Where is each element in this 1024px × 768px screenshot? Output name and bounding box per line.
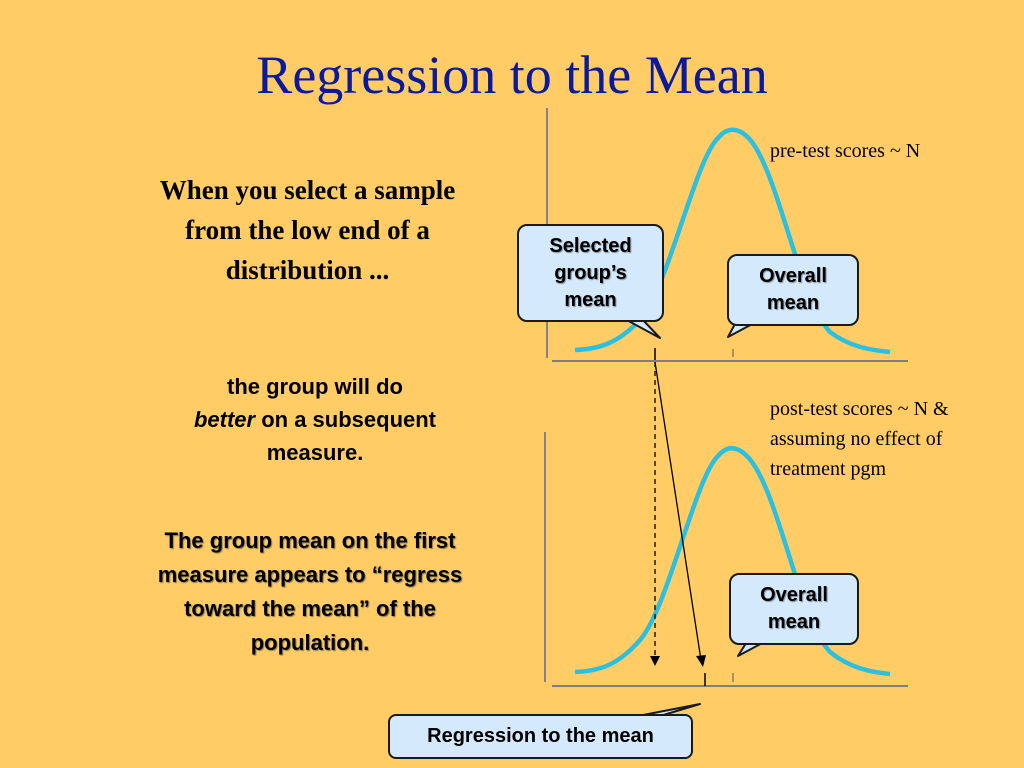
overall-mean-callout-top: Overall mean bbox=[727, 254, 859, 326]
pretest-label: pre-test scores ~ N bbox=[770, 140, 921, 162]
selected-group-mean-callout: Selected group’s mean bbox=[517, 224, 664, 322]
projection-arrowhead bbox=[650, 656, 660, 666]
consequence-line2: on a subsequent measure. bbox=[255, 407, 437, 465]
selected-group-mean-label: Selected group’s mean bbox=[549, 234, 632, 311]
consequence-text: the group will do better on a subsequent… bbox=[150, 370, 480, 469]
consequence-emphasis: better bbox=[193, 407, 256, 432]
slide-title: Regression to the Mean bbox=[256, 45, 768, 105]
consequence-line1: the group will do bbox=[227, 374, 403, 399]
regression-arrowhead bbox=[696, 655, 706, 667]
overall-mean-callout-bottom: Overall mean bbox=[729, 573, 859, 645]
regression-to-the-mean-label: Regression to the mean bbox=[388, 714, 693, 759]
posttest-distribution-curve bbox=[574, 446, 891, 677]
overall-mean-label-bottom: Overall mean bbox=[760, 584, 828, 633]
overall-mean-label-top: Overall mean bbox=[759, 265, 827, 314]
conclusion-text: The group mean on the first measure appe… bbox=[157, 528, 463, 655]
regression-arrow-line bbox=[654, 361, 702, 661]
lead-text: When you select a sample from the low en… bbox=[159, 175, 456, 285]
posttest-label: post-test scores ~ N & assuming no effec… bbox=[770, 398, 949, 480]
